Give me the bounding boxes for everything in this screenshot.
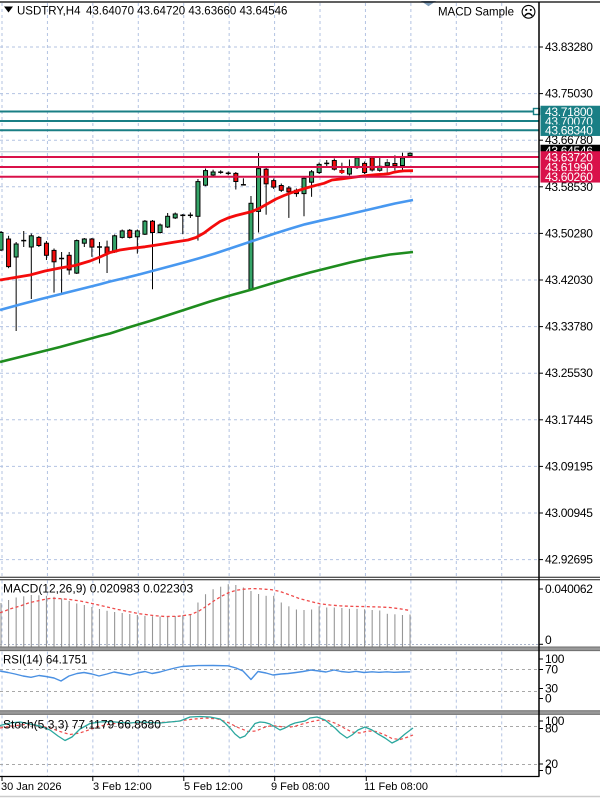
svg-text:43.33780: 43.33780 [545,320,593,334]
svg-text:43.58530: 43.58530 [545,180,593,194]
svg-text:0: 0 [545,633,552,647]
svg-text:0: 0 [545,764,552,778]
svg-text:100: 100 [545,652,565,666]
svg-text:20: 20 [545,757,558,771]
svg-text:9 Feb 08:00: 9 Feb 08:00 [271,781,330,793]
svg-text:Stoch(5,3,3) 77.1179 66.8680: Stoch(5,3,3) 77.1179 66.8680 [3,718,161,732]
svg-text:43.09195: 43.09195 [545,459,593,473]
svg-text:100: 100 [545,714,565,728]
svg-text:43.75030: 43.75030 [545,87,593,101]
svg-text:42.92695: 42.92695 [545,553,593,567]
svg-text:5 Feb 12:00: 5 Feb 12:00 [184,781,243,793]
svg-text:0.040062: 0.040062 [545,582,593,596]
svg-text:0: 0 [545,692,552,706]
svg-text:MACD Sample: MACD Sample [438,7,514,19]
svg-text:11 Feb 08:00: 11 Feb 08:00 [364,781,428,793]
svg-text:MACD(12,26,9) 0.020983 0.02230: MACD(12,26,9) 0.020983 0.022303 [3,582,193,596]
svg-text:43.61990: 43.61990 [545,160,593,174]
svg-text:43.83280: 43.83280 [545,40,593,54]
svg-text:43.25530: 43.25530 [545,366,593,380]
svg-text:43.50280: 43.50280 [545,226,593,240]
svg-text:43.64070 43.64720 43.63660 43.: 43.64070 43.64720 43.63660 43.64546 [86,6,287,18]
svg-text:70: 70 [545,663,558,677]
svg-text:30 Jan 2026: 30 Jan 2026 [1,781,62,793]
svg-text:43.66780: 43.66780 [545,133,593,147]
svg-text:43.60260: 43.60260 [545,170,593,184]
svg-text:43.68340: 43.68340 [545,124,593,138]
svg-text:80: 80 [545,722,558,736]
svg-text:43.00945: 43.00945 [545,506,593,520]
svg-text:43.71800: 43.71800 [545,105,593,119]
svg-text:USDTRY,H4: USDTRY,H4 [17,6,81,18]
svg-text:3 Feb 12:00: 3 Feb 12:00 [93,781,152,793]
svg-text:43.42030: 43.42030 [545,273,593,287]
svg-text:43.63720: 43.63720 [545,150,593,164]
svg-text:43.17445: 43.17445 [545,413,593,427]
svg-text:RSI(14) 64.1751: RSI(14) 64.1751 [3,655,87,667]
svg-text:30: 30 [545,682,558,696]
